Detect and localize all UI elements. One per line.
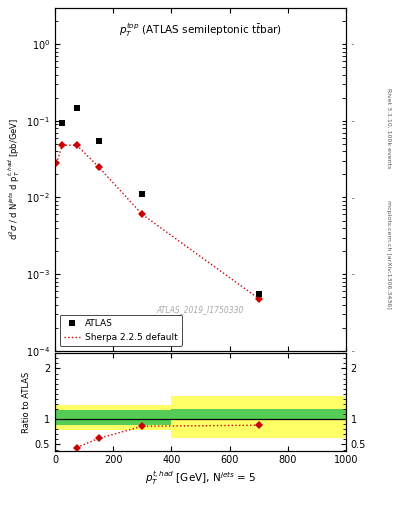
- ATLAS: [96, 138, 101, 144]
- Text: $p_T^{top}$ (ATLAS semileptonic t$\bar{t}$bar): $p_T^{top}$ (ATLAS semileptonic t$\bar{t…: [119, 22, 282, 39]
- Sherpa 2.2.5 default: [256, 295, 261, 302]
- ATLAS: [140, 191, 145, 198]
- Sherpa 2.2.5 default: [60, 142, 64, 148]
- Line: Sherpa 2.2.5 default: Sherpa 2.2.5 default: [57, 145, 259, 298]
- Legend: ATLAS, Sherpa 2.2.5 default: ATLAS, Sherpa 2.2.5 default: [59, 315, 182, 346]
- ATLAS: [75, 105, 79, 112]
- Y-axis label: d$^2\sigma$ / d N$^{jets}$ d p$_T^{t,had}$ [pb/GeV]: d$^2\sigma$ / d N$^{jets}$ d p$_T^{t,had…: [6, 118, 22, 240]
- ATLAS: [60, 119, 64, 125]
- Sherpa 2.2.5 default: [54, 160, 59, 166]
- ATLAS: [256, 291, 261, 297]
- Sherpa 2.2.5 default: [75, 142, 79, 148]
- Sherpa 2.2.5 default: [140, 211, 145, 218]
- Sherpa 2.2.5 default: [96, 164, 101, 170]
- Text: mcplots.cern.ch [arXiv:1306.3436]: mcplots.cern.ch [arXiv:1306.3436]: [386, 200, 391, 309]
- Y-axis label: Ratio to ATLAS: Ratio to ATLAS: [22, 371, 31, 433]
- Text: Rivet 3.1.10, 100k events: Rivet 3.1.10, 100k events: [386, 88, 391, 168]
- Line: ATLAS: ATLAS: [59, 105, 262, 297]
- X-axis label: $p_T^{t,had}$ [GeV], N$^{jets}$ = 5: $p_T^{t,had}$ [GeV], N$^{jets}$ = 5: [145, 470, 256, 487]
- Text: ATLAS_2019_I1750330: ATLAS_2019_I1750330: [157, 305, 244, 314]
